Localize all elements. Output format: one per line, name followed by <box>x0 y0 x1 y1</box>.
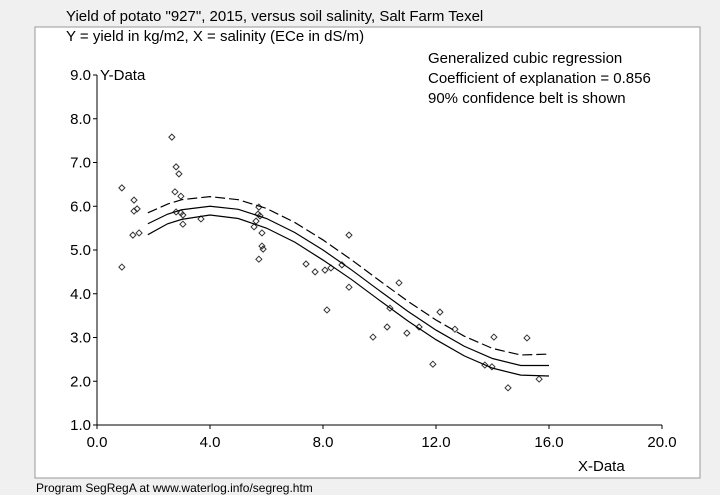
y-tick-label: 4.0 <box>70 286 91 303</box>
data-point <box>168 133 176 141</box>
y-axis-label: Y-Data <box>100 67 146 84</box>
y-tick-label: 5.0 <box>70 242 91 259</box>
data-point <box>250 223 258 231</box>
data-point <box>130 196 138 204</box>
annotation: 90% confidence belt is shown <box>428 90 626 107</box>
plot-panel <box>34 26 701 479</box>
footer: Program SegRegA at www.waterlog.info/seg… <box>36 481 313 495</box>
data-point <box>383 323 391 331</box>
x-tick-label: 12.0 <box>421 434 450 451</box>
data-point <box>535 375 543 383</box>
data-point <box>255 255 263 263</box>
fit-line <box>147 196 550 356</box>
chart-subtitle: Y = yield in kg/m2, X = salinity (ECe in… <box>66 28 364 45</box>
data-point <box>256 212 264 220</box>
y-tick-label: 8.0 <box>70 111 91 128</box>
chart-title: Yield of potato "927", 2015, versus soil… <box>66 8 483 25</box>
data-point <box>321 266 329 274</box>
x-tick-label: 0.0 <box>87 434 108 451</box>
y-tick-label: 6.0 <box>70 198 91 215</box>
data-point <box>311 268 319 276</box>
annotation: Generalized cubic regression <box>428 50 622 67</box>
data-point <box>172 163 180 171</box>
data-point <box>179 211 187 219</box>
data-point <box>403 329 411 337</box>
x-tick-label: 20.0 <box>647 434 676 451</box>
data-point <box>175 170 183 178</box>
x-tick-label: 8.0 <box>313 434 334 451</box>
data-point <box>258 229 266 237</box>
data-point <box>118 184 126 192</box>
y-tick-label: 9.0 <box>70 67 91 84</box>
data-point <box>429 360 437 368</box>
y-tick-label: 7.0 <box>70 155 91 172</box>
data-point <box>488 363 496 371</box>
data-point <box>369 333 377 341</box>
y-tick-label: 2.0 <box>70 373 91 390</box>
data-point <box>258 242 266 250</box>
data-point <box>523 334 531 342</box>
data-point <box>323 306 331 314</box>
data-point <box>490 333 498 341</box>
data-point <box>259 245 267 253</box>
data-point <box>118 263 126 271</box>
data-point <box>345 231 353 239</box>
data-point <box>395 279 403 287</box>
data-point <box>171 188 179 196</box>
data-point <box>179 220 187 228</box>
data-point <box>129 231 137 239</box>
data-point <box>177 192 185 200</box>
x-tick-label: 4.0 <box>200 434 221 451</box>
fit-line <box>147 205 549 367</box>
data-point <box>197 215 205 223</box>
data-point <box>302 260 310 268</box>
data-point <box>415 323 423 331</box>
data-point <box>436 308 444 316</box>
x-axis-label: X-Data <box>578 458 625 475</box>
data-point <box>451 325 459 333</box>
data-point <box>135 229 143 237</box>
fit-line <box>147 214 550 377</box>
data-point <box>133 205 141 213</box>
y-tick-label: 1.0 <box>70 417 91 434</box>
data-point <box>345 283 353 291</box>
data-point <box>504 384 512 392</box>
y-tick-label: 3.0 <box>70 330 91 347</box>
x-tick-label: 16.0 <box>534 434 563 451</box>
annotation: Coefficient of explanation = 0.856 <box>428 70 651 87</box>
